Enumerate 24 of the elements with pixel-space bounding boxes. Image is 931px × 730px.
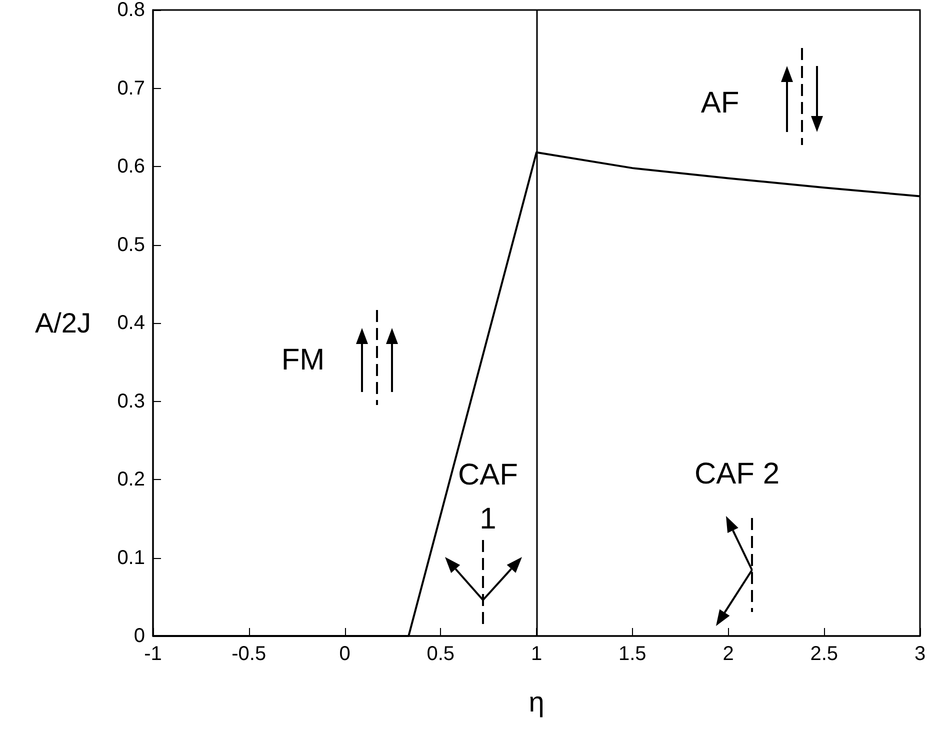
- x-tick-label: 0.5: [426, 643, 455, 665]
- y-tick-label: 0.6: [117, 156, 145, 178]
- x-tick-label: 2: [722, 643, 734, 665]
- y-tick-label: 0.2: [117, 468, 145, 490]
- x-tick-label: -1: [144, 643, 162, 665]
- y-tick-label: 0.4: [117, 312, 145, 334]
- x-tick-label: 1.5: [618, 643, 646, 665]
- x-tick-label: 3: [914, 643, 926, 665]
- x-tick-label: 2.5: [810, 643, 838, 665]
- x-axis-title: η: [528, 686, 544, 718]
- annotation: CAF 1: [458, 458, 518, 536]
- annotation: CAF 2: [694, 458, 780, 490]
- x-tick-label: -0.5: [232, 643, 266, 665]
- y-tick-label: 0.8: [117, 0, 145, 21]
- y-tick-label: 0.3: [117, 390, 145, 412]
- annotation: FM: [281, 344, 325, 376]
- y-tick-label: 0.7: [117, 77, 145, 100]
- annotation: AF: [700, 86, 740, 120]
- y-tick-label: 0: [134, 625, 145, 647]
- y-axis-title: A/2J: [34, 308, 91, 338]
- x-tick-label: 1: [530, 643, 542, 665]
- y-tick-label: 0.1: [117, 546, 145, 569]
- x-tick-label: 0: [339, 643, 350, 665]
- y-tick-label: 0.5: [117, 234, 145, 256]
